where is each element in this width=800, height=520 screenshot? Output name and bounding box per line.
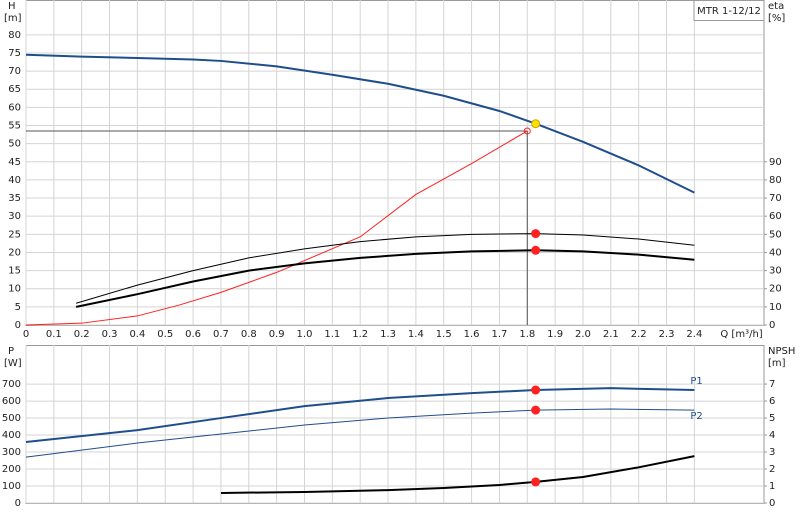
y2-tick-label: 50 bbox=[769, 229, 782, 240]
x-tick-label: 1.6 bbox=[464, 329, 480, 340]
y-tick-label: 60 bbox=[8, 102, 21, 113]
x-tick-label: 1.7 bbox=[491, 329, 507, 340]
y2-tick-label: 70 bbox=[769, 193, 782, 204]
x-axis-label: Q [m³/h] bbox=[720, 329, 762, 340]
y-tick-label: 45 bbox=[8, 157, 21, 168]
x-tick-label: 1.0 bbox=[297, 329, 313, 340]
y2-tick-label: 5 bbox=[769, 413, 775, 424]
x-tick-label: 1.3 bbox=[380, 329, 396, 340]
y-tick-label: 300 bbox=[2, 447, 21, 458]
duty-point bbox=[531, 119, 541, 129]
y-axis-label: P bbox=[8, 346, 14, 357]
series-line bbox=[75, 249, 695, 308]
y2-tick-label: 30 bbox=[769, 266, 782, 277]
y-tick-label: 15 bbox=[8, 266, 21, 277]
y-tick-label: 700 bbox=[2, 379, 21, 390]
y-tick-label: 20 bbox=[8, 247, 21, 258]
y-tick-label: 500 bbox=[2, 413, 21, 424]
y2-tick-label: 2 bbox=[769, 464, 775, 475]
series-line bbox=[220, 455, 695, 494]
y-tick-label: 0 bbox=[15, 320, 21, 331]
plot-frame bbox=[25, 345, 765, 504]
y2-tick-label: 0 bbox=[769, 320, 775, 331]
series-line bbox=[75, 233, 695, 304]
y-tick-label: 35 bbox=[8, 193, 21, 204]
y-tick-label: 10 bbox=[8, 284, 21, 295]
y-tick-label: 40 bbox=[8, 175, 21, 186]
x-tick-label: 0.3 bbox=[102, 329, 118, 340]
x-tick-label: 0.9 bbox=[269, 329, 285, 340]
series-line bbox=[25, 408, 695, 458]
y-tick-label: 200 bbox=[2, 464, 21, 475]
duty-point bbox=[531, 477, 541, 487]
x-tick-label: 1.5 bbox=[436, 329, 452, 340]
y-tick-label: 5 bbox=[15, 302, 21, 313]
y-tick-label: 75 bbox=[8, 48, 21, 59]
y2-tick-label: 60 bbox=[769, 211, 782, 222]
x-tick-label: 0.6 bbox=[185, 329, 201, 340]
duty-point bbox=[523, 127, 531, 135]
y2-tick-label: 0 bbox=[769, 498, 775, 509]
x-tick-label: 0.5 bbox=[157, 329, 173, 340]
x-tick-label: 1.8 bbox=[519, 329, 535, 340]
series-line bbox=[25, 53, 695, 194]
y-axis-unit: [m] bbox=[4, 13, 22, 24]
y2-tick-label: 80 bbox=[769, 175, 782, 186]
y-tick-label: 70 bbox=[8, 66, 21, 77]
x-tick-label: 2.1 bbox=[603, 329, 619, 340]
y-axis-label: H bbox=[8, 1, 16, 12]
duty-point bbox=[531, 229, 541, 239]
y2-tick-label: 40 bbox=[769, 247, 782, 258]
y2-axis-label: NPSH bbox=[768, 346, 795, 357]
y2-axis-label: eta bbox=[768, 1, 784, 12]
y-tick-label: 80 bbox=[8, 30, 21, 41]
duty-point bbox=[531, 245, 541, 255]
x-tick-label: 0.7 bbox=[213, 329, 229, 340]
y2-axis-unit: [%] bbox=[768, 13, 785, 24]
y-tick-label: 100 bbox=[2, 481, 21, 492]
y2-tick-label: 4 bbox=[769, 430, 775, 441]
y-tick-label: 55 bbox=[8, 121, 21, 132]
series-label: P1 bbox=[690, 376, 702, 387]
x-tick-label: 0.8 bbox=[241, 329, 257, 340]
duty-point bbox=[531, 405, 541, 415]
x-tick-label: 2.0 bbox=[575, 329, 591, 340]
series-label: P2 bbox=[690, 411, 702, 422]
legend-box bbox=[693, 0, 765, 21]
x-tick-label: 2.2 bbox=[631, 329, 647, 340]
y-tick-label: 50 bbox=[8, 139, 21, 150]
y-tick-label: 65 bbox=[8, 84, 21, 95]
x-tick-label: 1.4 bbox=[408, 329, 424, 340]
x-tick-label: 1.1 bbox=[324, 329, 340, 340]
y-tick-label: 30 bbox=[8, 211, 21, 222]
x-tick-label: 0.1 bbox=[46, 329, 62, 340]
series-line bbox=[25, 387, 695, 444]
y-tick-label: 25 bbox=[8, 229, 21, 240]
x-tick-label: 0 bbox=[23, 329, 29, 340]
duty-point bbox=[531, 385, 541, 395]
x-tick-label: 1.2 bbox=[352, 329, 368, 340]
x-tick-label: 0.4 bbox=[129, 329, 145, 340]
y2-tick-label: 20 bbox=[769, 284, 782, 295]
y2-tick-label: 90 bbox=[769, 157, 782, 168]
y2-axis-unit: [m] bbox=[768, 358, 786, 369]
y2-tick-label: 3 bbox=[769, 447, 775, 458]
y-tick-label: 0 bbox=[15, 498, 21, 509]
y2-tick-label: 7 bbox=[769, 379, 775, 390]
x-tick-label: 2.3 bbox=[659, 329, 675, 340]
y2-tick-label: 10 bbox=[769, 302, 782, 313]
x-tick-label: 2.4 bbox=[686, 329, 702, 340]
plot-frame bbox=[25, 0, 765, 326]
x-tick-label: 0.2 bbox=[74, 329, 90, 340]
y-tick-label: 400 bbox=[2, 430, 21, 441]
y-axis-unit: [W] bbox=[4, 358, 22, 369]
y2-tick-label: 6 bbox=[769, 396, 775, 407]
x-tick-label: 1.9 bbox=[547, 329, 563, 340]
y2-tick-label: 1 bbox=[769, 481, 775, 492]
legend-title: MTR 1-12/12 bbox=[697, 6, 761, 17]
series-line bbox=[25, 130, 528, 326]
y-tick-label: 600 bbox=[2, 396, 21, 407]
